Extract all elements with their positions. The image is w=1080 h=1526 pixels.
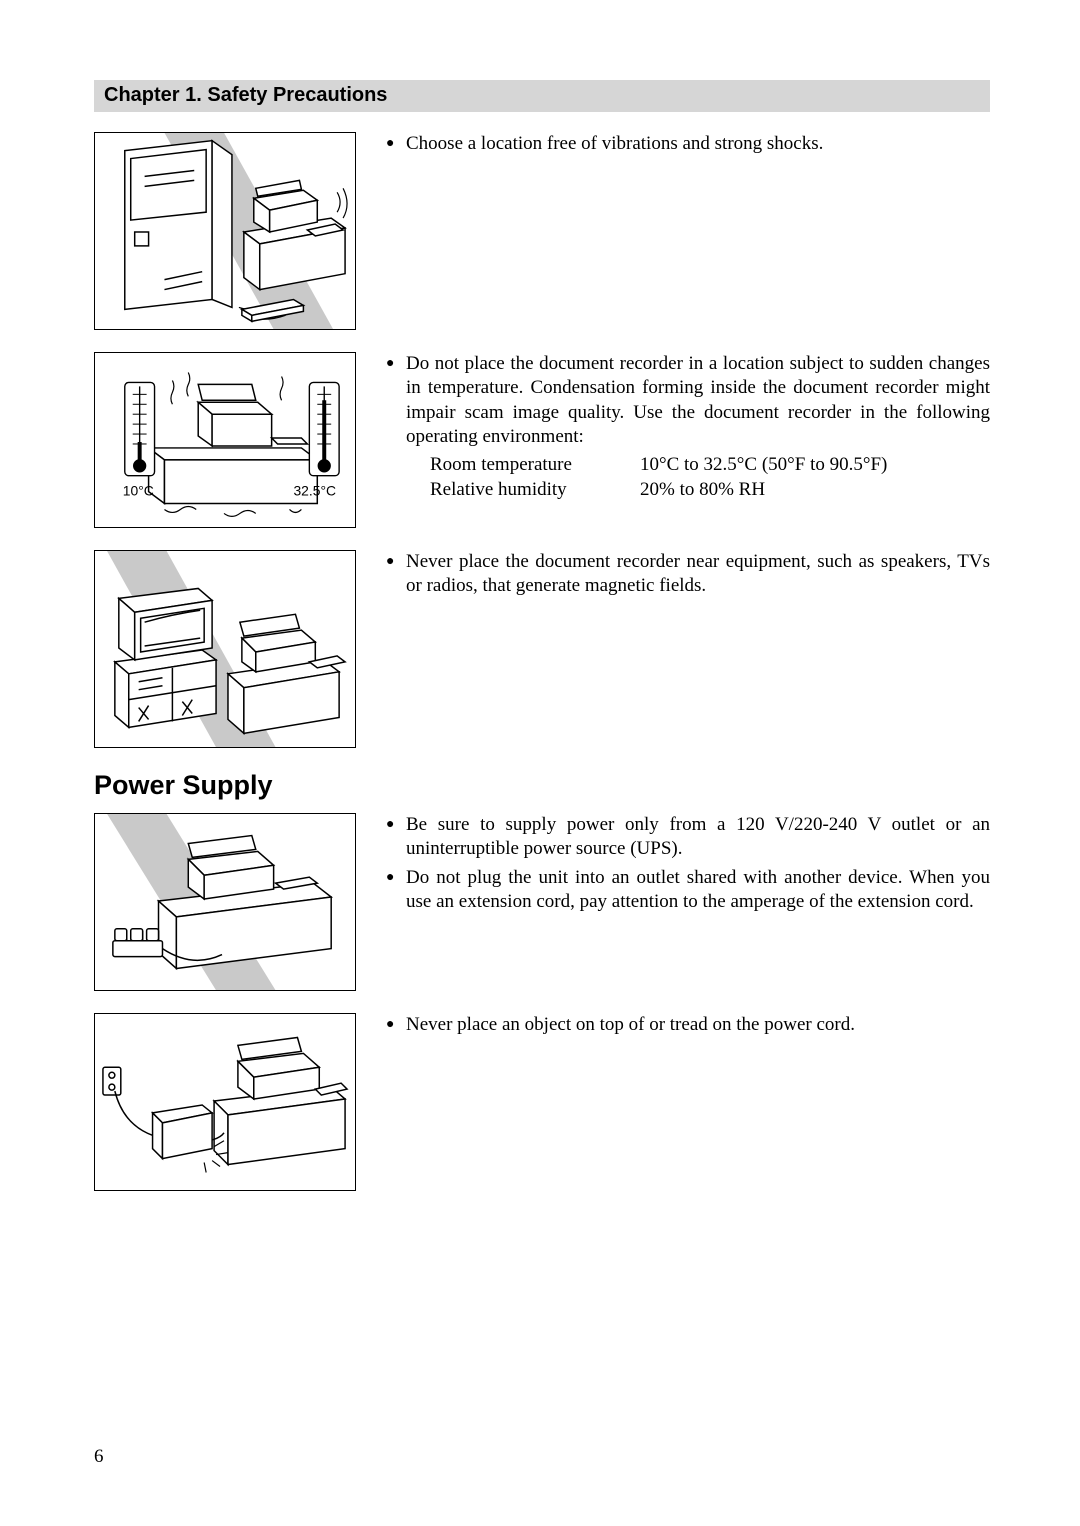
figure-col xyxy=(94,132,356,330)
figure-col xyxy=(94,813,356,991)
figure-magnetic xyxy=(94,550,356,748)
figure-col: 10°C 32.5°C xyxy=(94,352,356,528)
figure-col xyxy=(94,1013,356,1191)
figure-col xyxy=(94,550,356,748)
bullet-text: Choose a location free of vibrations and… xyxy=(386,132,990,156)
temp-label-left: 10°C xyxy=(123,483,154,499)
bullet-text: Do not plug the unit into an outlet shar… xyxy=(386,866,990,915)
text-col: Never place an object on top of or tread… xyxy=(386,1013,990,1041)
text-col: Do not place the document recorder in a … xyxy=(386,352,990,502)
precaution-row-magnetic: Never place the document recorder near e… xyxy=(94,550,990,748)
precaution-row-temperature: 10°C 32.5°C Do not place the document re… xyxy=(94,352,990,528)
figure-vibration xyxy=(94,132,356,330)
spec-block: Room temperature 10°C to 32.5°C (50°F to… xyxy=(386,453,990,502)
precaution-row-power-outlet: Be sure to supply power only from a 120 … xyxy=(94,813,990,991)
precaution-row-vibration: Choose a location free of vibrations and… xyxy=(94,132,990,330)
text-col: Be sure to supply power only from a 120 … xyxy=(386,813,990,918)
figure-temperature: 10°C 32.5°C xyxy=(94,352,356,528)
page-number: 6 xyxy=(94,1446,104,1468)
bullet-text: Do not place the document recorder in a … xyxy=(386,352,990,449)
bullet-text: Never place an object on top of or tread… xyxy=(386,1013,990,1037)
figure-power-outlet xyxy=(94,813,356,991)
figure-power-cord xyxy=(94,1013,356,1191)
spec-label: Relative humidity xyxy=(430,478,640,502)
chapter-header: Chapter 1. Safety Precautions xyxy=(94,80,990,112)
spec-line: Room temperature 10°C to 32.5°C (50°F to… xyxy=(430,453,990,477)
spec-line: Relative humidity 20% to 80% RH xyxy=(430,478,990,502)
temp-label-right: 32.5°C xyxy=(293,483,336,499)
bullet-text: Never place the document recorder near e… xyxy=(386,550,990,599)
manual-page: Chapter 1. Safety Precautions xyxy=(0,0,1080,1526)
precaution-row-power-cord: Never place an object on top of or tread… xyxy=(94,1013,990,1191)
spec-label: Room temperature xyxy=(430,453,640,477)
spec-value: 10°C to 32.5°C (50°F to 90.5°F) xyxy=(640,453,887,477)
bullet-text: Be sure to supply power only from a 120 … xyxy=(386,813,990,862)
section-heading-power-supply: Power Supply xyxy=(94,770,990,801)
spec-value: 20% to 80% RH xyxy=(640,478,765,502)
text-col: Never place the document recorder near e… xyxy=(386,550,990,603)
text-col: Choose a location free of vibrations and… xyxy=(386,132,990,160)
